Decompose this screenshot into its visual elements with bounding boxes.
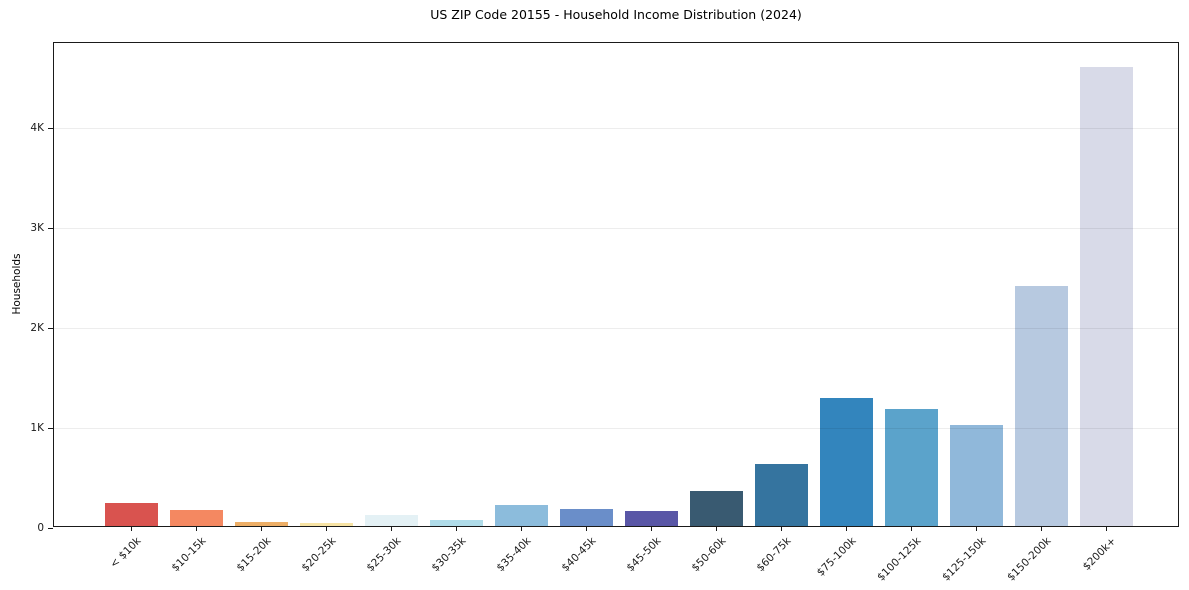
bar-15-20k xyxy=(234,521,288,526)
plot-area: 0 1K 2K 3K 4K < $10k $10-15k $15-20k $20-25k $25-… xyxy=(30,42,1179,584)
x-tick-label: $150-200k xyxy=(1004,535,1054,584)
bar-125-150k xyxy=(949,424,1003,526)
y-tick-label: 3K xyxy=(30,222,44,234)
x-tick-label: $125-150k xyxy=(939,535,989,584)
x-tick-mark xyxy=(846,526,847,531)
y-tick-mark xyxy=(48,427,53,429)
x-tick-label: $15-20k xyxy=(234,535,274,575)
bar-200k xyxy=(1079,67,1133,526)
gridline xyxy=(54,427,1178,429)
y-tick-label: 2K xyxy=(30,322,44,334)
x-tick-mark xyxy=(716,526,717,531)
x-tick-mark xyxy=(911,526,912,531)
x-tick-mark xyxy=(326,526,327,531)
x-tick-mark xyxy=(131,526,132,531)
bar-10-15k xyxy=(169,510,223,526)
y-tick-mark xyxy=(48,227,53,229)
gridline xyxy=(54,327,1178,329)
x-tick-mark xyxy=(456,526,457,531)
x-tick-label: $10-15k xyxy=(169,535,209,575)
y-tick-mark xyxy=(48,327,53,329)
bar-100-125k xyxy=(884,409,938,526)
x-tick-label: $20-25k xyxy=(299,535,339,575)
x-tick-label: $75-100k xyxy=(814,535,859,579)
x-tick-label: $50-60k xyxy=(689,535,729,575)
x-tick-mark xyxy=(781,526,782,531)
x-tick-label: < $10k xyxy=(107,535,144,571)
bar-40-45k xyxy=(559,509,613,526)
gridline xyxy=(54,127,1178,129)
x-tick-label: $45-50k xyxy=(624,535,664,575)
bar-10k xyxy=(104,503,158,526)
y-axis-label: Households xyxy=(11,253,23,315)
x-tick-mark xyxy=(586,526,587,531)
x-tick-mark xyxy=(196,526,197,531)
x-tick-label: $25-30k xyxy=(364,535,404,575)
y-tick-label: 0 xyxy=(37,522,44,534)
y-tick-label: 4K xyxy=(30,122,44,134)
bar-25-30k xyxy=(364,514,418,526)
y-tick-mark xyxy=(48,127,53,129)
x-tick-label: $60-75k xyxy=(754,535,794,575)
chart-title: US ZIP Code 20155 - Household Income Dis… xyxy=(430,7,802,22)
bar-20-25k xyxy=(299,522,353,526)
x-tick-mark xyxy=(521,526,522,531)
bar-75-100k xyxy=(819,398,873,526)
x-tick-label: $100-125k xyxy=(874,535,924,584)
x-tick-mark xyxy=(391,526,392,531)
x-tick-label: $35-40k xyxy=(494,535,534,575)
bar-45-50k xyxy=(624,510,678,526)
x-tick-mark xyxy=(1041,526,1042,531)
gridline xyxy=(54,227,1178,229)
y-tick-mark xyxy=(48,527,53,529)
bar-30-35k xyxy=(429,520,483,526)
bar-50-60k xyxy=(689,491,743,526)
x-tick-mark xyxy=(976,526,977,531)
bar-35-40k xyxy=(494,504,548,526)
x-tick-label: $40-45k xyxy=(559,535,599,575)
bar-150-200k xyxy=(1014,286,1068,526)
y-tick-label: 1K xyxy=(30,422,44,434)
x-tick-mark xyxy=(261,526,262,531)
x-tick-label: $30-35k xyxy=(429,535,469,575)
bar-60-75k xyxy=(754,464,808,526)
x-tick-mark xyxy=(651,526,652,531)
x-tick-mark xyxy=(1106,526,1107,531)
x-tick-label: $200k+ xyxy=(1080,535,1119,573)
